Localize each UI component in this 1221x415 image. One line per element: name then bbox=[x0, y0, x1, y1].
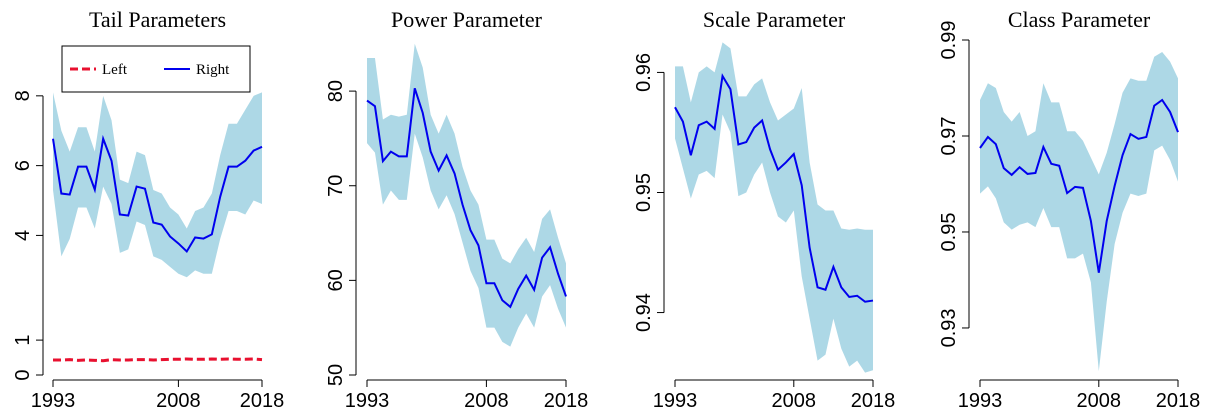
chart-title: Tail Parameters bbox=[89, 7, 226, 32]
y-tick-label: 0.95 bbox=[633, 173, 655, 212]
x-tick-label: 2018 bbox=[544, 390, 589, 412]
series-line bbox=[53, 357, 263, 363]
y-tick-label: 1 bbox=[12, 335, 34, 346]
x-tick-label: 1993 bbox=[31, 390, 76, 412]
x-tick-label: 2018 bbox=[851, 390, 896, 412]
y-tick-label: 8 bbox=[12, 90, 34, 101]
x-tick-label: 2018 bbox=[1156, 390, 1201, 412]
confidence-band bbox=[53, 92, 262, 278]
y-tick-label: 60 bbox=[325, 269, 347, 291]
y-tick-label: 0 bbox=[12, 369, 34, 380]
chart-title: Power Parameter bbox=[391, 7, 543, 32]
chart-title: Class Parameter bbox=[1008, 7, 1151, 32]
legend-label: Left bbox=[102, 62, 128, 78]
series-line bbox=[979, 98, 1179, 273]
y-tick-label: 6 bbox=[12, 160, 34, 171]
legend-label: Right bbox=[196, 62, 230, 78]
x-tick-label: 2018 bbox=[240, 390, 285, 412]
y-tick-label: 0.99 bbox=[938, 21, 960, 60]
y-tick-label: 70 bbox=[325, 175, 347, 197]
y-tick-label: 80 bbox=[325, 80, 347, 102]
x-tick-label: 2008 bbox=[1077, 390, 1122, 412]
y-tick-label: 4 bbox=[12, 230, 34, 241]
confidence-band bbox=[675, 42, 873, 373]
x-tick-label: 2008 bbox=[156, 390, 201, 412]
x-tick-label: 1993 bbox=[653, 390, 698, 412]
series-line bbox=[366, 87, 567, 309]
y-tick-label: 0.96 bbox=[633, 53, 655, 92]
legend-box bbox=[61, 45, 251, 93]
x-tick-label: 1993 bbox=[345, 390, 390, 412]
y-tick-label: 0.95 bbox=[938, 213, 960, 252]
x-tick-label: 2008 bbox=[772, 390, 817, 412]
series-line bbox=[52, 134, 263, 254]
x-tick-label: 1993 bbox=[958, 390, 1003, 412]
confidence-band bbox=[980, 51, 1178, 372]
y-tick-label: 0.93 bbox=[938, 308, 960, 347]
series-line bbox=[674, 73, 874, 303]
chart-title: Scale Parameter bbox=[703, 7, 846, 32]
y-tick-label: 0.97 bbox=[938, 117, 960, 156]
confidence-band bbox=[367, 43, 566, 347]
y-tick-label: 0.94 bbox=[633, 293, 655, 332]
y-tick-label: 50 bbox=[325, 364, 347, 386]
x-tick-label: 2008 bbox=[464, 390, 509, 412]
